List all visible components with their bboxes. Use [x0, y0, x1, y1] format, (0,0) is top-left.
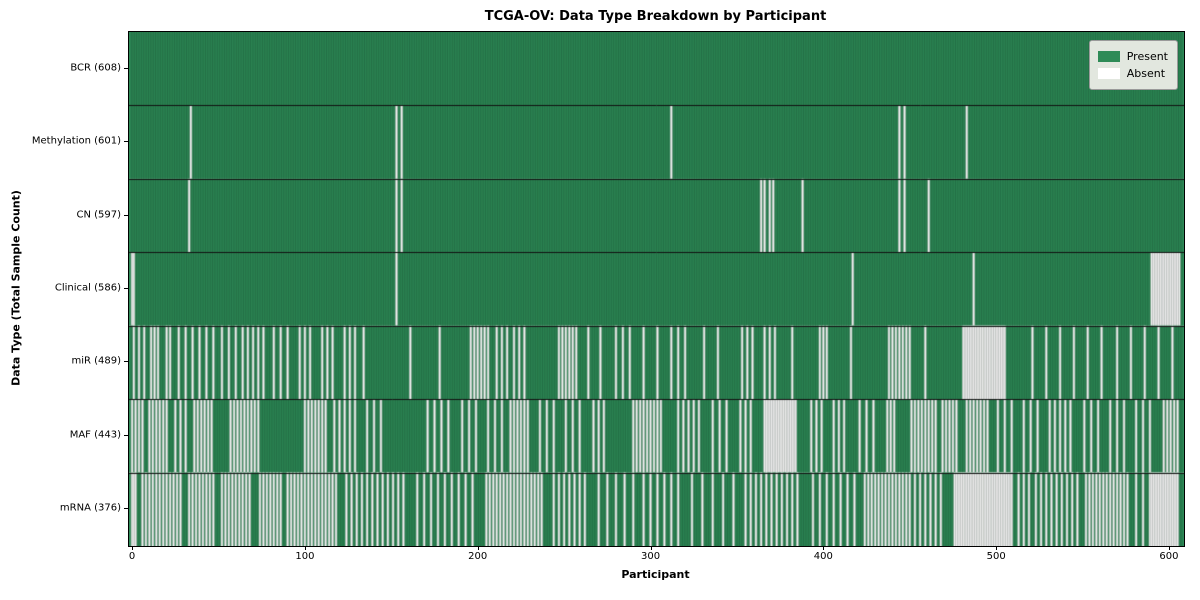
x-tick-mark — [1169, 546, 1170, 550]
legend-label: Absent — [1126, 67, 1166, 80]
x-tick-label-600: 600 — [1159, 551, 1179, 562]
y-tick-label-miR: miR (489) — [71, 355, 121, 367]
legend-swatch-present — [1097, 51, 1120, 62]
y-tick-label-CN: CN (597) — [76, 209, 121, 221]
x-tick-mark — [651, 546, 652, 550]
legend: Present Absent — [1088, 40, 1178, 90]
x-tick-label-400: 400 — [813, 551, 833, 562]
y-tick-label-Methylation: Methylation (601) — [31, 135, 121, 147]
legend-label: Present — [1126, 50, 1168, 63]
x-tick-label-300: 300 — [640, 551, 661, 562]
y-tick-mark — [124, 288, 128, 289]
heatmap-canvas — [129, 32, 1184, 546]
chart-title: TCGA-OV: Data Type Breakdown by Particip… — [484, 9, 827, 24]
y-tick-mark — [124, 68, 128, 69]
plot-area — [128, 31, 1185, 547]
x-tick-mark — [823, 546, 824, 550]
x-tick-label-200: 200 — [468, 551, 488, 562]
y-tick-mark — [124, 361, 128, 362]
legend-swatch-absent — [1097, 68, 1120, 79]
y-tick-label-mRNA: mRNA (376) — [59, 502, 121, 514]
y-tick-mark — [124, 508, 128, 509]
y-tick-label-Clinical: Clinical (586) — [54, 282, 121, 294]
legend-entry-absent: Absent — [1097, 65, 1168, 82]
x-tick-mark — [132, 546, 133, 550]
y-tick-mark — [124, 141, 128, 142]
x-tick-label-500: 500 — [986, 551, 1006, 562]
x-tick-mark — [478, 546, 479, 550]
legend-entry-present: Present — [1097, 48, 1168, 65]
x-tick-label-0: 0 — [128, 551, 136, 562]
x-tick-mark — [996, 546, 997, 550]
y-tick-mark — [124, 435, 128, 436]
y-tick-label-BCR: BCR (608) — [70, 62, 121, 74]
x-tick-mark — [305, 546, 306, 550]
y-tick-mark — [124, 215, 128, 216]
y-tick-label-MAF: MAF (443) — [69, 429, 121, 441]
x-axis-label: Participant — [621, 568, 690, 581]
x-tick-label-100: 100 — [295, 551, 315, 562]
